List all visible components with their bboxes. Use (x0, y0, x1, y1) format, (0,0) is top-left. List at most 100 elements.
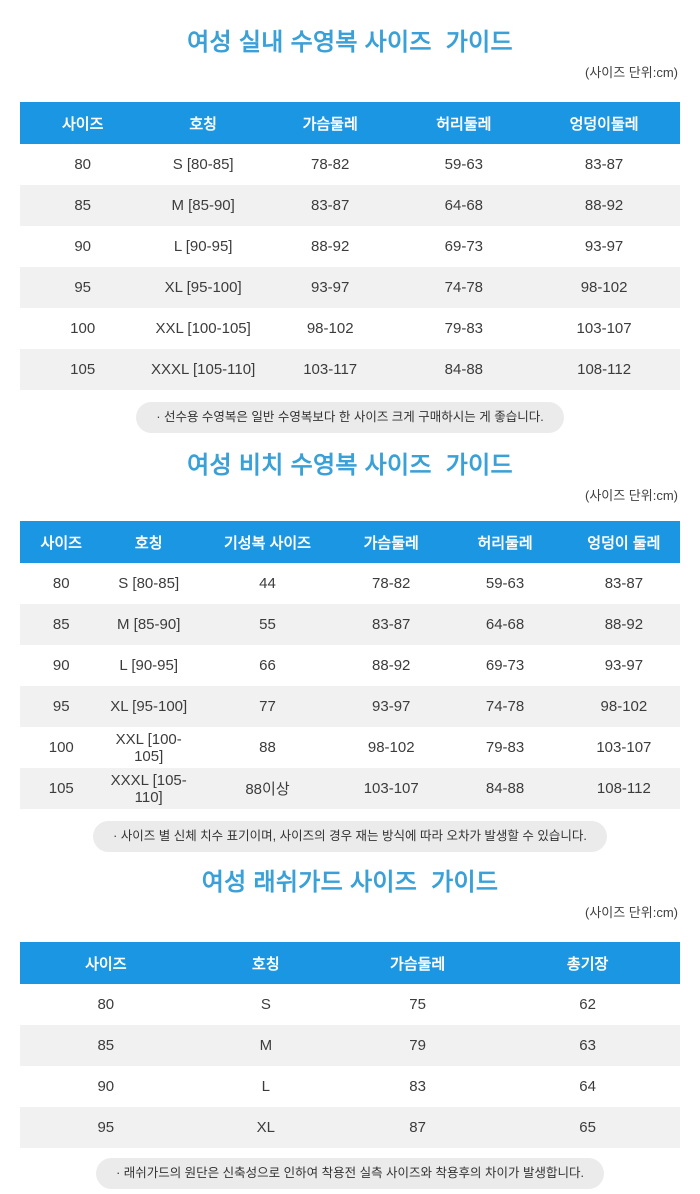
table-cell: 85 (20, 604, 103, 645)
table-cell: 85 (20, 1025, 192, 1066)
table-cell: 78-82 (372, 575, 411, 592)
table-cell: XL [95-100] (102, 686, 195, 727)
table-cell: 90 (97, 1078, 115, 1095)
table-cell: 69-73 (444, 238, 484, 255)
section-title: 여성 비치 수영복 사이즈 가이드 (187, 452, 513, 479)
table-cell: XXXL [105-110] (145, 349, 261, 390)
table-row: 90 L [90-95] 66 88-92 69-73 93-97 (20, 645, 680, 686)
table-row: 100 XXL [100-105] 98-102 79-83 103-107 (20, 308, 680, 349)
unit-label: (사이즈 단위:cm) (584, 65, 678, 80)
note-pill: · 래쉬가드의 원단은 신축성으로 인하여 착용전 실측 사이즈와 착용후의 차… (96, 1158, 604, 1189)
column-header: 허리둘레 (442, 521, 568, 563)
column-header: 사이즈 (20, 521, 103, 563)
table-row: 95 XL [95-100] 93-97 74-78 98-102 (20, 267, 680, 308)
table-cell: 83-87 (340, 604, 443, 645)
section-indoor-swimsuit: 여성 실내 수영복 사이즈 가이드 (사이즈 단위:cm) 사이즈 호칭 가슴둘레 허… (0, 0, 700, 433)
table-cell: 103-107 (596, 739, 652, 756)
header-row: 사이즈 호칭 기성복 사이즈 가슴둘레 허리둘레 엉덩이 둘레 (20, 521, 680, 563)
table-cell: 93-97 (604, 657, 644, 674)
table-cell: XXL [100-105] (155, 320, 251, 337)
table-cell: 66 (259, 657, 276, 674)
note-pill: · 사이즈 별 신체 치수 표기이며, 사이즈의 경우 재는 방식에 따라 오차… (93, 821, 607, 852)
table-cell: 100 (48, 739, 74, 756)
table-row: 95 XL [95-100] 77 93-97 74-78 98-102 (20, 686, 680, 727)
column-header: 엉덩이둘레 (528, 102, 680, 144)
table-cell: 103-107 (576, 320, 632, 337)
note-pill: · 선수용 수영복은 일반 수영복보다 한 사이즈 크게 구매하시는 게 좋습니… (136, 402, 564, 433)
table-cell: 84-88 (442, 768, 568, 809)
table-cell: 88-92 (372, 657, 411, 674)
table-cell: 98-102 (306, 320, 354, 337)
beach-swimsuit-size-table: 사이즈 호칭 기성복 사이즈 가슴둘레 허리둘레 엉덩이 둘레 80 S [80-85] 44 7… (20, 521, 680, 809)
column-header: 호칭 (145, 102, 261, 144)
table-cell: 64 (579, 1078, 596, 1095)
column-header: 가슴둘레 (340, 521, 443, 563)
column-header: 엉덩이 둘레 (567, 521, 680, 563)
column-header: 호칭 (191, 942, 341, 984)
table-row: 80 S 75 62 (20, 984, 680, 1025)
column-header: 사이즈 (20, 942, 192, 984)
table-cell: 88이상 (194, 768, 341, 809)
table-cell: 55 (194, 604, 341, 645)
table-row: 105 XXXL [105-110] 103-117 84-88 108-112 (20, 349, 680, 390)
table-row: 105 XXXL [105-110] 88이상 103-107 84-88 108-112 (20, 768, 680, 809)
table-cell: 95 (20, 1107, 192, 1148)
table-cell: 44 (259, 575, 276, 592)
table-cell: S (260, 996, 271, 1013)
table-cell: 79 (340, 1025, 496, 1066)
table-cell: 84-88 (399, 349, 529, 390)
table-cell: 103-107 (340, 768, 443, 809)
table-cell: 105 (20, 349, 146, 390)
table-cell: L [90-95] (119, 657, 179, 674)
table-cell: 64-68 (399, 185, 529, 226)
section-beach-swimsuit: 여성 비치 수영복 사이즈 가이드 (사이즈 단위:cm) 사이즈 호칭 기성복 사… (0, 433, 700, 852)
table-cell: 63 (495, 1025, 680, 1066)
table-cell: 87 (340, 1107, 496, 1148)
table-cell: 74-78 (399, 267, 529, 308)
column-header: 호칭 (102, 521, 195, 563)
table-cell: 98-102 (567, 686, 680, 727)
table-cell: 83-87 (584, 156, 624, 173)
table-cell: 95 (20, 267, 146, 308)
table-cell: 74-78 (442, 686, 568, 727)
table-row: 80 S [80-85] 44 78-82 59-63 83-87 (20, 563, 680, 604)
indoor-swimsuit-size-table: 사이즈 호칭 가슴둘레 허리둘레 엉덩이둘레 80 S [80-85] 78-82 59-63 8… (20, 102, 680, 390)
table-cell: 88-92 (311, 238, 350, 255)
table-cell: M (191, 1025, 341, 1066)
table-cell: XL [95-100] (145, 267, 261, 308)
table-cell: 88-92 (528, 185, 680, 226)
table-cell: XXL [100-105] (115, 730, 182, 765)
table-cell: 77 (194, 686, 341, 727)
rashguard-size-table: 사이즈 호칭 가슴둘레 총기장 80 S 75 62 85 M 79 63 90 L 83 64 95 XL 87 6… (20, 942, 680, 1148)
column-header: 총기장 (495, 942, 680, 984)
table-cell: 80 (97, 996, 115, 1013)
table-cell: 85 (20, 185, 146, 226)
table-cell: L [90-95] (173, 238, 233, 255)
column-header: 기성복 사이즈 (194, 521, 341, 563)
table-cell: 103-117 (260, 349, 400, 390)
table-cell: 108-112 (528, 349, 680, 390)
column-header: 가슴둘레 (260, 102, 400, 144)
table-cell: 90 (52, 657, 70, 674)
table-cell: 79-83 (485, 739, 525, 756)
table-cell: 88 (259, 739, 276, 756)
table-row: 95 XL 87 65 (20, 1107, 680, 1148)
table-row: 85 M 79 63 (20, 1025, 680, 1066)
table-cell: 80 (74, 156, 92, 173)
column-header: 사이즈 (20, 102, 146, 144)
header-row: 사이즈 호칭 가슴둘레 허리둘레 엉덩이둘레 (20, 102, 680, 144)
table-cell: 100 (70, 320, 96, 337)
table-cell: 98-102 (367, 739, 415, 756)
table-cell: 93-97 (584, 238, 624, 255)
table-cell: 75 (409, 996, 426, 1013)
table-cell: 88-92 (567, 604, 680, 645)
section-title: 여성 실내 수영복 사이즈 가이드 (187, 29, 513, 56)
header-row: 사이즈 호칭 가슴둘레 총기장 (20, 942, 680, 984)
unit-label: (사이즈 단위:cm) (584, 905, 678, 920)
table-row: 90 L 83 64 (20, 1066, 680, 1107)
table-cell: 64-68 (442, 604, 568, 645)
table-cell: 95 (20, 686, 103, 727)
table-cell: 59-63 (444, 156, 484, 173)
table-row: 80 S [80-85] 78-82 59-63 83-87 (20, 144, 680, 185)
table-row: 90 L [90-95] 88-92 69-73 93-97 (20, 226, 680, 267)
